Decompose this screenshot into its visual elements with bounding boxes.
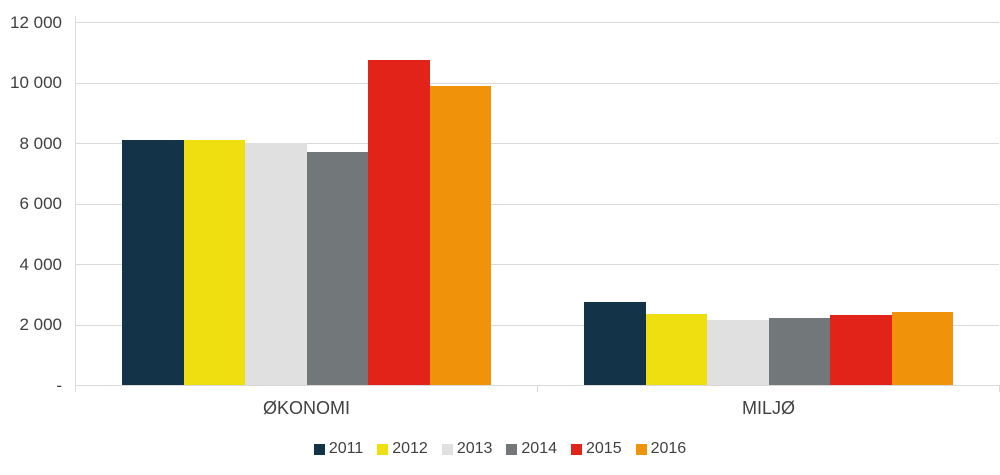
y-tick-label: 12 000 [10, 12, 62, 32]
bar-økonomi-2012 [183, 139, 245, 385]
bar-miljø-2015 [830, 315, 892, 385]
legend-item-2013: 2013 [441, 440, 493, 458]
y-tick-label: 10 000 [10, 73, 62, 92]
y-tick-label: 2 000 [19, 315, 62, 334]
y-tick-label: 6 000 [19, 194, 62, 213]
y-axis-line [75, 16, 76, 392]
y-tick-label: - [56, 375, 62, 395]
legend-label-2012: 2012 [392, 440, 428, 457]
legend: 2011 2012 2013 2014 2015 2016 [0, 440, 1000, 458]
gridline-4000 [75, 264, 999, 265]
legend-label-2016: 2016 [650, 440, 687, 457]
gridline-8000 [75, 143, 999, 144]
gridline-6000 [75, 203, 999, 205]
legend-swatch-2016 [635, 443, 647, 455]
bar-økonomi-2011 [122, 139, 184, 385]
bar-økonomi-2014 [306, 152, 368, 385]
legend-item-2012: 2012 [377, 440, 428, 458]
legend-item-2014: 2014 [506, 440, 557, 458]
legend-label-2013: 2013 [456, 440, 493, 457]
legend-swatch-2011 [313, 443, 325, 455]
y-tick-label: 4 000 [19, 254, 62, 274]
legend-item-2016: 2016 [635, 440, 687, 458]
legend-swatch-2012 [377, 443, 389, 455]
gridline-2000 [75, 324, 999, 326]
legend-item-2015: 2015 [571, 440, 622, 458]
gridline-10000 [75, 82, 999, 84]
category-label-økonomi: ØKONOMI [262, 398, 350, 418]
legend-label-2014: 2014 [521, 440, 557, 457]
x-axis-tick-0 [537, 385, 538, 392]
legend-label-2011: 2011 [328, 440, 364, 457]
legend-item-2011: 2011 [313, 440, 364, 458]
legend-swatch-2014 [506, 443, 518, 455]
bar-miljø-2013 [707, 319, 769, 385]
bar-økonomi-2016 [429, 85, 491, 385]
y-tick-label: 8 000 [19, 133, 62, 153]
bar-miljø-2011 [584, 301, 646, 385]
gridline-12000 [75, 22, 999, 23]
category-label-miljø: MILJØ [741, 398, 795, 418]
bar-miljø-2016 [891, 312, 953, 385]
legend-label-2015: 2015 [586, 440, 622, 457]
bar-miljø-2014 [768, 318, 830, 385]
bar-økonomi-2013 [245, 143, 307, 385]
bar-miljø-2012 [645, 313, 707, 385]
legend-swatch-2013 [441, 443, 453, 455]
bar-økonomi-2015 [368, 59, 430, 385]
legend-swatch-2015 [571, 443, 582, 455]
